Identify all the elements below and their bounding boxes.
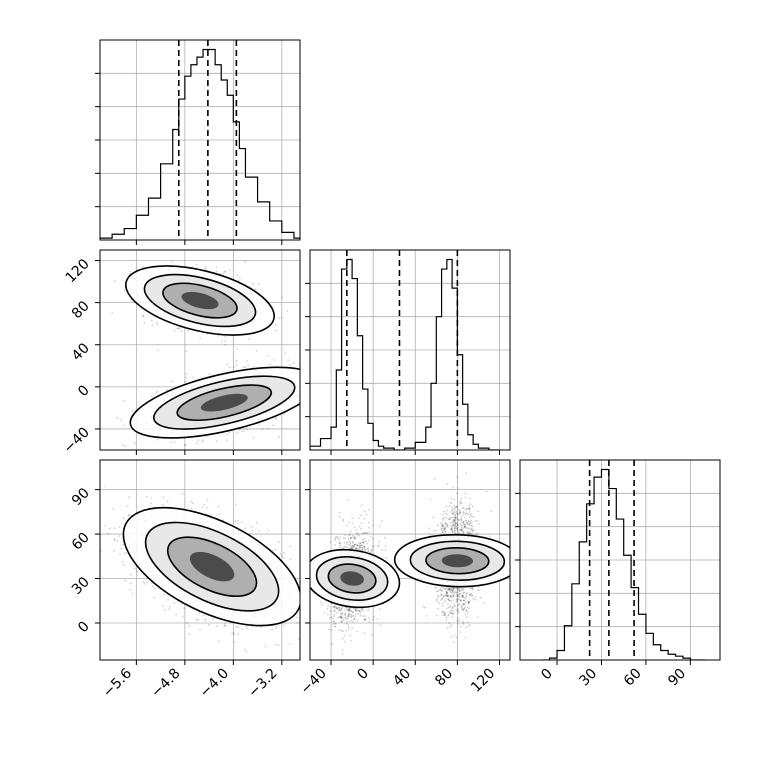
sample-cloud-1	[116, 352, 300, 448]
joint-panel-content	[310, 460, 510, 660]
density-level-3	[181, 291, 219, 310]
contour-line-2	[176, 384, 273, 422]
contour-line-0	[310, 548, 401, 609]
contour-line-2	[162, 282, 238, 319]
y-tick-label: 80	[69, 298, 93, 322]
panel-frame	[99, 249, 301, 451]
histogram-panel-2	[515, 459, 721, 661]
sample-cloud-0	[310, 498, 401, 656]
contour-line-1	[143, 273, 257, 328]
contour-line-2	[166, 536, 258, 597]
panel-frame	[99, 459, 301, 661]
y-tick-label: 0	[75, 382, 93, 400]
histogram-step-line	[542, 468, 706, 660]
x-tick-label: 90	[665, 666, 689, 690]
joint-panel-1-2	[309, 459, 511, 661]
x-tick-label: 0	[354, 666, 372, 684]
panel-frame	[519, 459, 721, 661]
histogram-panel-0	[95, 39, 301, 241]
histogram-step-line	[310, 258, 500, 450]
panel-frame	[309, 249, 511, 451]
sample-cloud-1	[393, 460, 510, 643]
x-tick-label: 40	[390, 666, 414, 690]
y-tick-label: 30	[69, 574, 93, 598]
contour-line-0	[122, 506, 300, 627]
x-tick-label: 30	[576, 666, 600, 690]
density-level-3	[200, 393, 248, 412]
x-tick-label: −3.2	[245, 666, 280, 701]
histogram-panel-1	[305, 249, 511, 451]
x-tick-label: −4.8	[148, 666, 183, 701]
density-level-3	[441, 554, 474, 568]
sample-cloud-0	[100, 485, 300, 653]
y-tick-label: 60	[69, 530, 93, 554]
x-tick-label: 120	[468, 666, 498, 696]
joint-panel-content	[100, 250, 300, 450]
panel-frame	[309, 459, 511, 661]
joint-panel-content	[100, 460, 300, 660]
contour-line-1	[315, 556, 389, 601]
x-tick-label: 80	[432, 666, 456, 690]
x-tick-label: −40	[298, 666, 330, 698]
histogram-step-line	[100, 48, 300, 240]
contour-line-1	[152, 375, 296, 430]
contour-line-0	[125, 265, 275, 336]
contour-line-2	[425, 547, 490, 575]
x-tick-label: 60	[621, 666, 645, 690]
y-tick-label: 120	[63, 256, 93, 286]
sample-cloud-0	[111, 260, 289, 353]
contour-line-0	[393, 534, 510, 588]
density-level-3	[340, 571, 364, 586]
y-tick-label: 40	[69, 340, 93, 364]
y-tick-label: 90	[69, 485, 93, 509]
density-level-3	[189, 551, 235, 582]
contour-line-2	[327, 563, 377, 594]
x-tick-label: 0	[538, 666, 556, 684]
panel-frame	[99, 39, 301, 241]
x-tick-label: −4.0	[197, 666, 232, 701]
contour-line-1	[409, 540, 506, 581]
y-tick-label: −40	[61, 424, 93, 456]
joint-panel-0-1	[99, 249, 301, 451]
y-tick-label: 0	[75, 618, 93, 636]
contour-line-1	[144, 521, 280, 612]
contour-line-0	[129, 366, 300, 439]
joint-panel-0-2	[99, 459, 301, 661]
x-tick-label: −5.6	[100, 665, 135, 700]
